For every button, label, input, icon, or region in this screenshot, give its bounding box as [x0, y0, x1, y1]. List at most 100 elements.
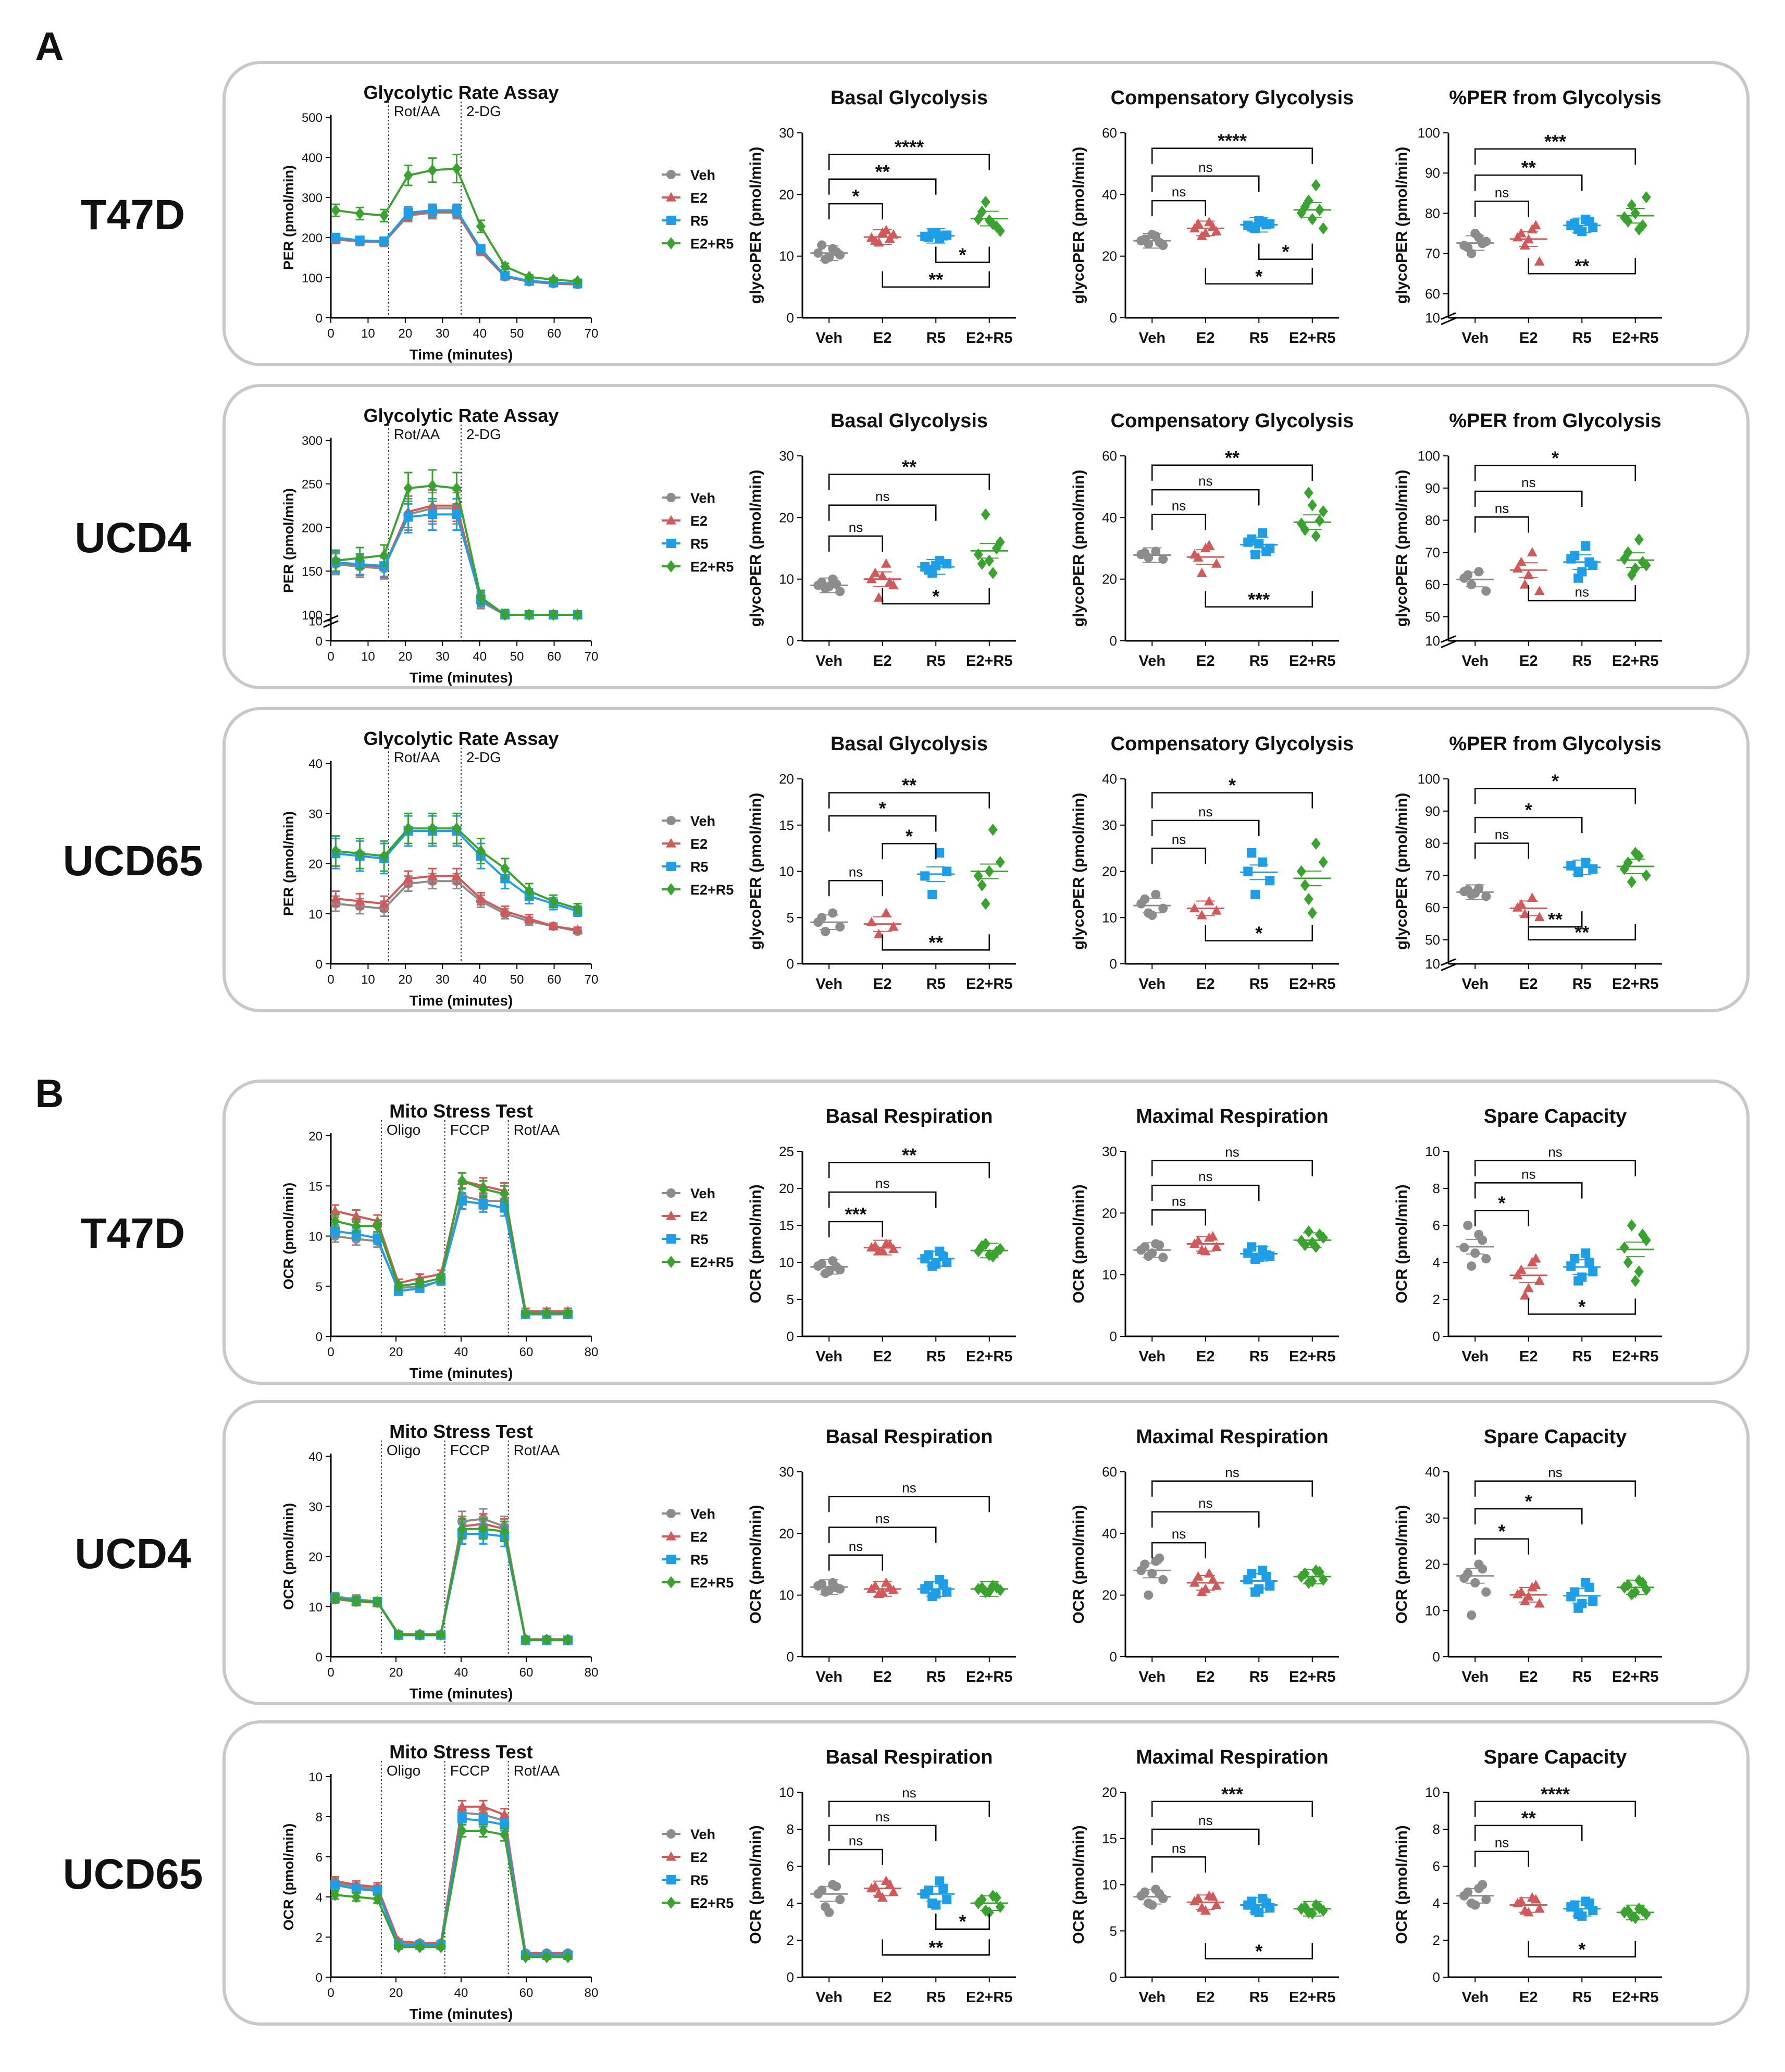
x-tick-label: 40 — [454, 1666, 468, 1680]
significance-bracket — [1474, 1210, 1529, 1226]
data-point — [452, 510, 462, 519]
data-point — [563, 1951, 573, 1964]
y-tick-label: 8 — [316, 1810, 323, 1825]
x-tick-label: E2 — [1519, 1989, 1538, 2006]
chart-title: Maximal Respiration — [1136, 1746, 1329, 1768]
data-point — [520, 1307, 530, 1320]
y-tick-label: 0 — [1110, 310, 1117, 326]
data-point — [542, 1307, 552, 1320]
x-tick-label: 40 — [473, 327, 487, 341]
chart-title: Maximal Respiration — [1136, 1426, 1329, 1448]
scatter-chart: Compensatory Glycolysis 0 20 40 60 glycoPER (… — [1070, 87, 1354, 346]
data-point — [1577, 567, 1587, 577]
data-point — [373, 1596, 382, 1608]
data-point — [436, 1272, 446, 1285]
data-point — [1534, 912, 1545, 922]
data-point — [1534, 1903, 1545, 1913]
data-point — [451, 871, 462, 880]
x-tick-label: 10 — [361, 973, 375, 987]
significance-label: ** — [928, 269, 943, 290]
significance-bracket — [882, 588, 990, 605]
data-point — [476, 220, 486, 233]
data-point — [873, 592, 884, 602]
y-tick-label: 5 — [316, 1280, 323, 1294]
data-point — [924, 1250, 934, 1260]
legend-label: E2 — [690, 1209, 708, 1224]
x-tick-label: 40 — [473, 973, 487, 987]
x-tick-label: E2+R5 — [966, 1669, 1012, 1685]
data-point — [938, 1251, 948, 1261]
data-point — [1534, 256, 1545, 266]
data-point — [1481, 1587, 1491, 1597]
x-tick-label: Veh — [1138, 330, 1166, 346]
y-tick-label: 60 — [1425, 577, 1440, 592]
series-line — [334, 1829, 568, 1958]
y-tick-label: 0 — [787, 1969, 794, 1985]
y-tick-label: 0 — [787, 310, 794, 326]
significance-label: * — [1498, 1521, 1505, 1542]
y-tick-label: 90 — [1425, 165, 1440, 181]
data-point — [1140, 1887, 1150, 1897]
data-point — [351, 1884, 361, 1894]
x-tick-label: 0 — [327, 650, 334, 664]
data-point — [1577, 227, 1587, 237]
significance-label: * — [1525, 1491, 1532, 1512]
data-point — [1211, 1900, 1222, 1909]
y-tick-label: 60 — [1425, 900, 1440, 915]
y-tick-label: 8 — [787, 1821, 794, 1837]
significance-bracket — [828, 474, 990, 490]
data-point — [456, 1801, 467, 1811]
x-tick-label: 20 — [389, 1666, 403, 1680]
scatter-chart: %PER from Glycolysis 50 60 70 80 90 100 10 glyco… — [1393, 733, 1662, 992]
data-point — [500, 862, 510, 875]
data-point — [977, 1581, 987, 1594]
data-point — [457, 1174, 467, 1187]
y-tick-label: 400 — [302, 151, 323, 165]
x-tick-label: 70 — [585, 973, 599, 987]
x-tick-label: R5 — [1572, 653, 1592, 669]
significance-label: * — [1578, 1296, 1585, 1317]
data-point — [1530, 1894, 1541, 1904]
legend-marker — [666, 1188, 676, 1198]
y-tick-label: 10 — [1425, 1603, 1440, 1618]
x-tick-label: R5 — [1249, 1348, 1269, 1365]
data-point — [984, 1906, 994, 1919]
data-point — [1247, 1896, 1257, 1906]
x-tick-label: E2 — [1196, 976, 1214, 992]
data-point — [1478, 1880, 1488, 1890]
data-point — [427, 871, 438, 880]
significance-bracket — [1474, 1480, 1636, 1497]
data-point — [1570, 218, 1580, 228]
chart-title: Glycolytic Rate Assay — [364, 728, 559, 749]
y-axis-label: OCR (pmol/min) — [1393, 1184, 1410, 1303]
series-line — [334, 1199, 568, 1316]
y-tick-label: 20 — [779, 187, 794, 202]
x-tick-label: 80 — [585, 1986, 599, 2000]
y-tick-label: 5 — [787, 910, 794, 925]
data-point — [415, 1941, 425, 1953]
y-axis-label: glycoPER (pmol/min) — [1070, 147, 1087, 304]
row-frame — [222, 707, 1750, 1012]
significance-label: ns — [1495, 827, 1509, 842]
scatter-chart: Basal Respiration 0 2 4 6 8 10 OCR (pmol/min) Ve… — [747, 1746, 1016, 2006]
x-tick-label: R5 — [1249, 1989, 1269, 2006]
x-tick-label: 40 — [454, 1986, 468, 2000]
data-point — [1519, 240, 1530, 250]
x-tick-label: Veh — [815, 1348, 842, 1365]
data-point — [452, 482, 462, 494]
y-tick-label: 20 — [779, 771, 794, 787]
significance-bracket — [828, 203, 883, 220]
significance-bracket — [1205, 1943, 1313, 1959]
legend-label: R5 — [690, 213, 709, 229]
injection-label: Rot/AA — [394, 103, 440, 119]
x-tick-label: 0 — [327, 1345, 334, 1359]
y-tick-label: 15 — [779, 1218, 794, 1233]
significance-label: ns — [1521, 475, 1535, 490]
data-point — [1570, 1900, 1580, 1910]
y-tick-label: 20 — [779, 510, 794, 525]
x-tick-label: 40 — [473, 650, 487, 664]
y-tick-label: 20 — [1102, 864, 1117, 879]
y-tick-label: 80 — [1425, 205, 1440, 221]
injection-label: FCCP — [450, 1442, 490, 1458]
y-tick-label: 20 — [1102, 1587, 1117, 1603]
